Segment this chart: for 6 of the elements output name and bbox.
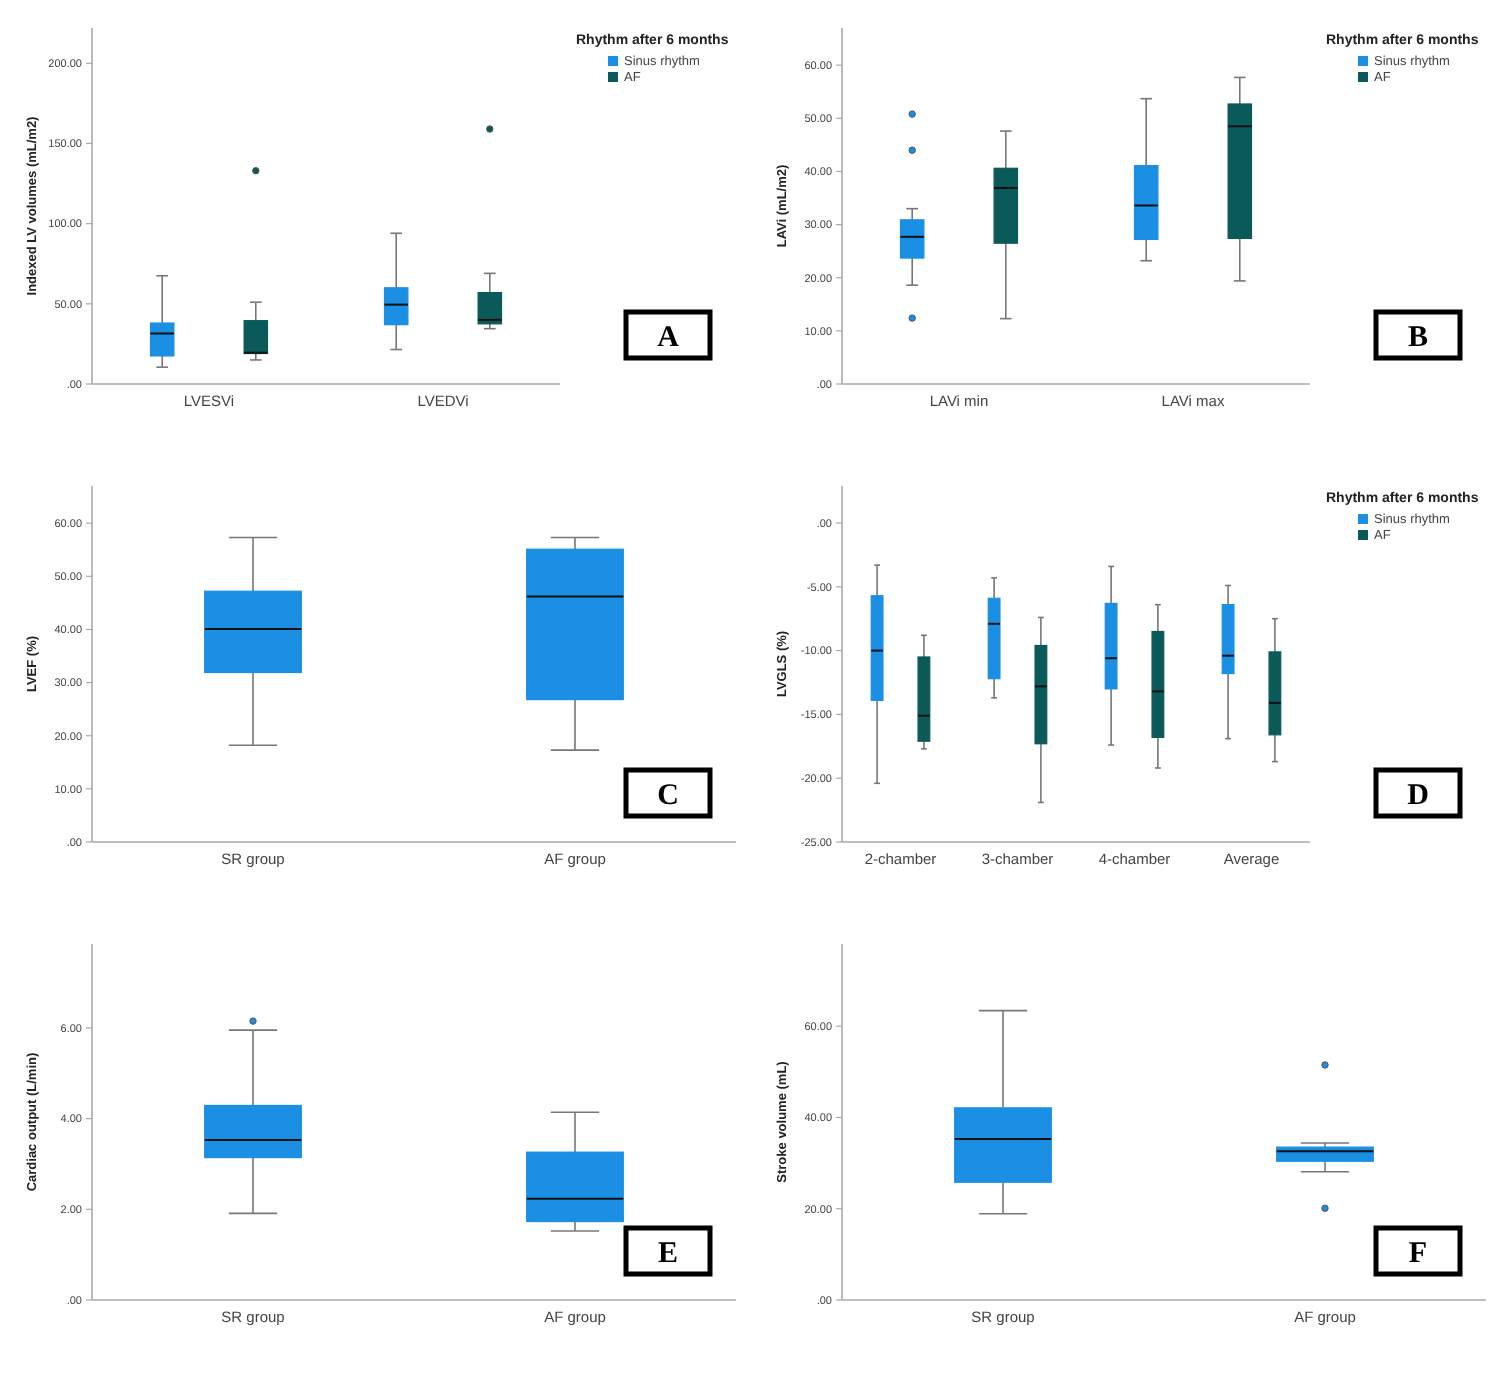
annotation: F	[1408, 1238, 1428, 1270]
text: A	[657, 322, 680, 354]
annotation: C	[657, 780, 679, 812]
text: B	[1407, 322, 1429, 354]
annotation: E	[657, 1238, 679, 1270]
text: D	[1407, 780, 1430, 812]
